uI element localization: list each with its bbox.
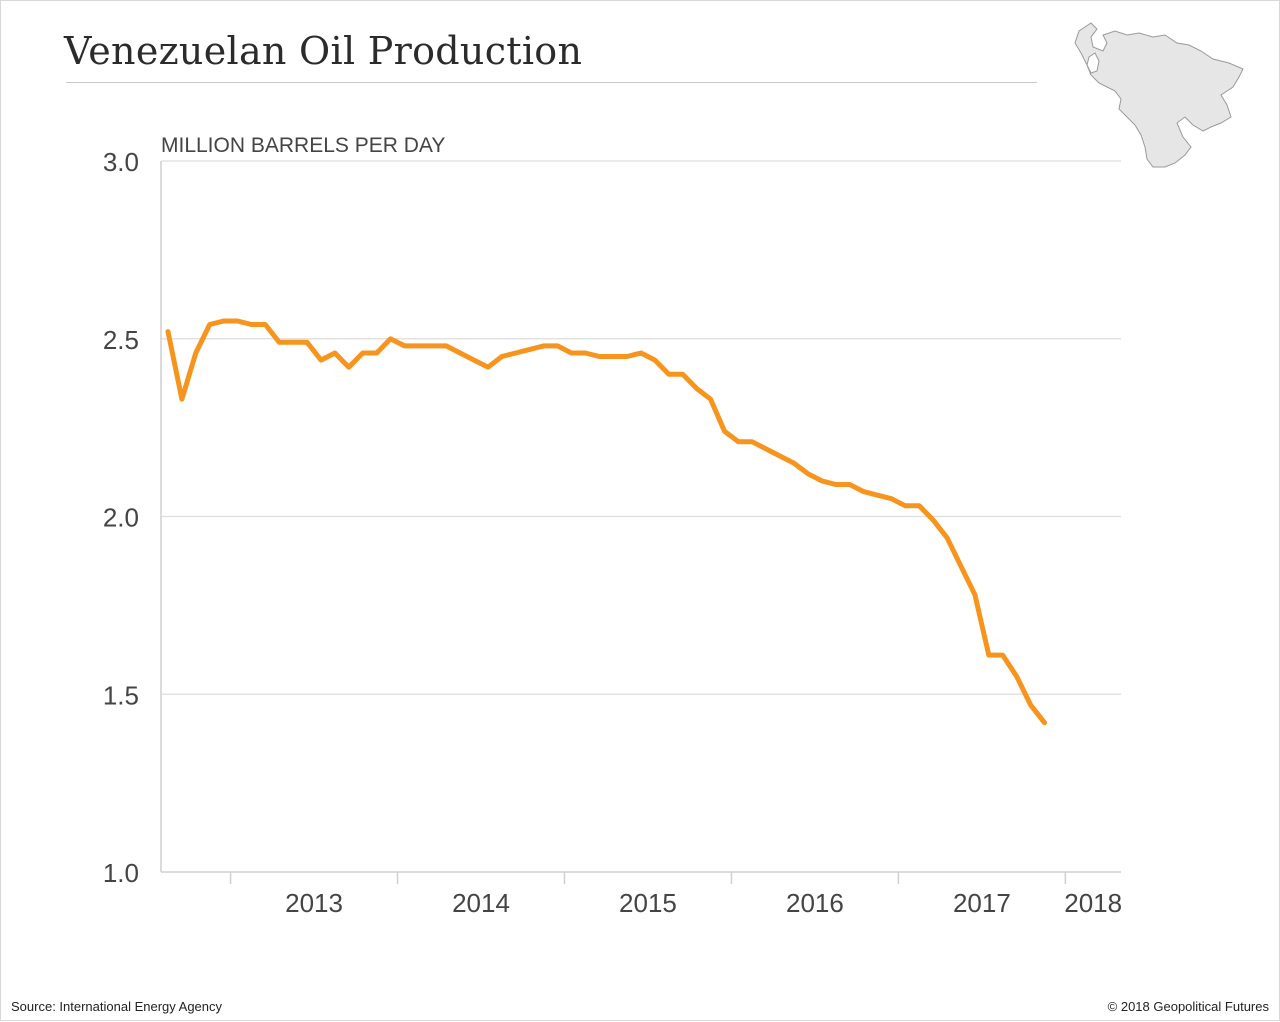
x-tick-label: 2013 (285, 888, 343, 918)
title-divider (66, 82, 1037, 83)
map-country-shape (1074, 22, 1244, 168)
x-tick-label: 2016 (786, 888, 844, 918)
y-axis-label: MILLION BARRELS PER DAY (161, 134, 445, 157)
y-tick-label: 2.0 (103, 503, 139, 533)
y-tick-label: 3.0 (103, 147, 139, 177)
y-tick-label: 2.5 (103, 325, 139, 355)
venezuela-map-icon (1074, 22, 1244, 168)
y-tick-label: 1.0 (103, 858, 139, 888)
x-tick-label: 2015 (619, 888, 677, 918)
map-maracaibo-lake (1086, 52, 1100, 74)
copyright-note: © 2018 Geopolitical Futures (1107, 999, 1269, 1014)
page-title: Venezuelan Oil Production (64, 29, 583, 73)
y-tick-label: 1.5 (103, 680, 139, 710)
x-tick-label: 2014 (452, 888, 510, 918)
source-note: Source: International Energy Agency (11, 999, 223, 1014)
x-tick-label: 2017 (953, 888, 1011, 918)
series-line (165, 318, 1047, 726)
x-tick-label: 2018 (1064, 888, 1122, 918)
